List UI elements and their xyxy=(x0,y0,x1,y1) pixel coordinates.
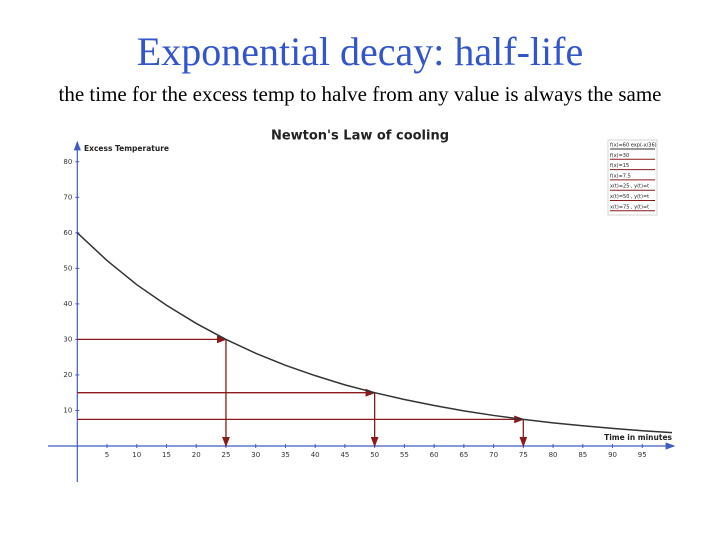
x-tick-label: 40 xyxy=(311,451,320,459)
x-tick-label: 30 xyxy=(251,451,260,459)
y-tick-label: 30 xyxy=(63,335,72,343)
y-tick-label: 40 xyxy=(63,300,72,308)
legend-label: f(x)=15 xyxy=(610,163,629,169)
x-tick-label: 50 xyxy=(370,451,379,459)
y-tick-label: 60 xyxy=(63,229,72,237)
y-tick-label: 70 xyxy=(63,193,72,201)
x-tick-label: 70 xyxy=(489,451,498,459)
x-tick-label: 80 xyxy=(549,451,558,459)
chart-title: Newton's Law of cooling xyxy=(271,129,449,144)
x-tick-label: 20 xyxy=(192,451,201,459)
x-tick-label: 35 xyxy=(281,451,290,459)
y-tick-label: 10 xyxy=(63,406,72,414)
x-tick-label: 65 xyxy=(459,451,468,459)
legend-label: f(x)=7.5 xyxy=(610,173,631,179)
y-tick-label: 50 xyxy=(63,264,72,272)
slide-subtitle: the time for the excess temp to halve fr… xyxy=(59,82,662,106)
x-axis-label: Time in minutes xyxy=(604,433,672,442)
x-tick-label: 45 xyxy=(340,451,349,459)
y-tick-label: 80 xyxy=(63,158,72,166)
legend-box xyxy=(607,139,658,216)
y-tick-label: 20 xyxy=(63,371,72,379)
legend-label: x(t)=75 , y(t)=t xyxy=(610,204,649,210)
legend-label: f(x)=60 exp(-x/36) xyxy=(610,143,657,149)
x-tick-label: 15 xyxy=(162,451,171,459)
x-tick-label: 85 xyxy=(578,451,587,459)
x-tick-label: 90 xyxy=(608,451,617,459)
x-tick-label: 5 xyxy=(105,451,109,459)
legend-label: x(t)=50 , y(t)=t xyxy=(610,194,649,200)
x-tick-label: 55 xyxy=(400,451,409,459)
x-tick-label: 10 xyxy=(132,451,141,459)
legend-label: f(x)=30 xyxy=(610,153,629,159)
legend-label: x(t)=25 , y(t)=t xyxy=(610,184,649,190)
y-axis-label: Excess Temperature xyxy=(84,144,169,153)
x-tick-label: 25 xyxy=(222,451,231,459)
curve xyxy=(76,232,673,434)
slide-title: Exponential decay: half-life xyxy=(137,29,583,74)
x-tick-label: 60 xyxy=(430,451,439,459)
x-tick-label: 75 xyxy=(519,451,528,459)
x-tick-label: 95 xyxy=(638,451,647,459)
